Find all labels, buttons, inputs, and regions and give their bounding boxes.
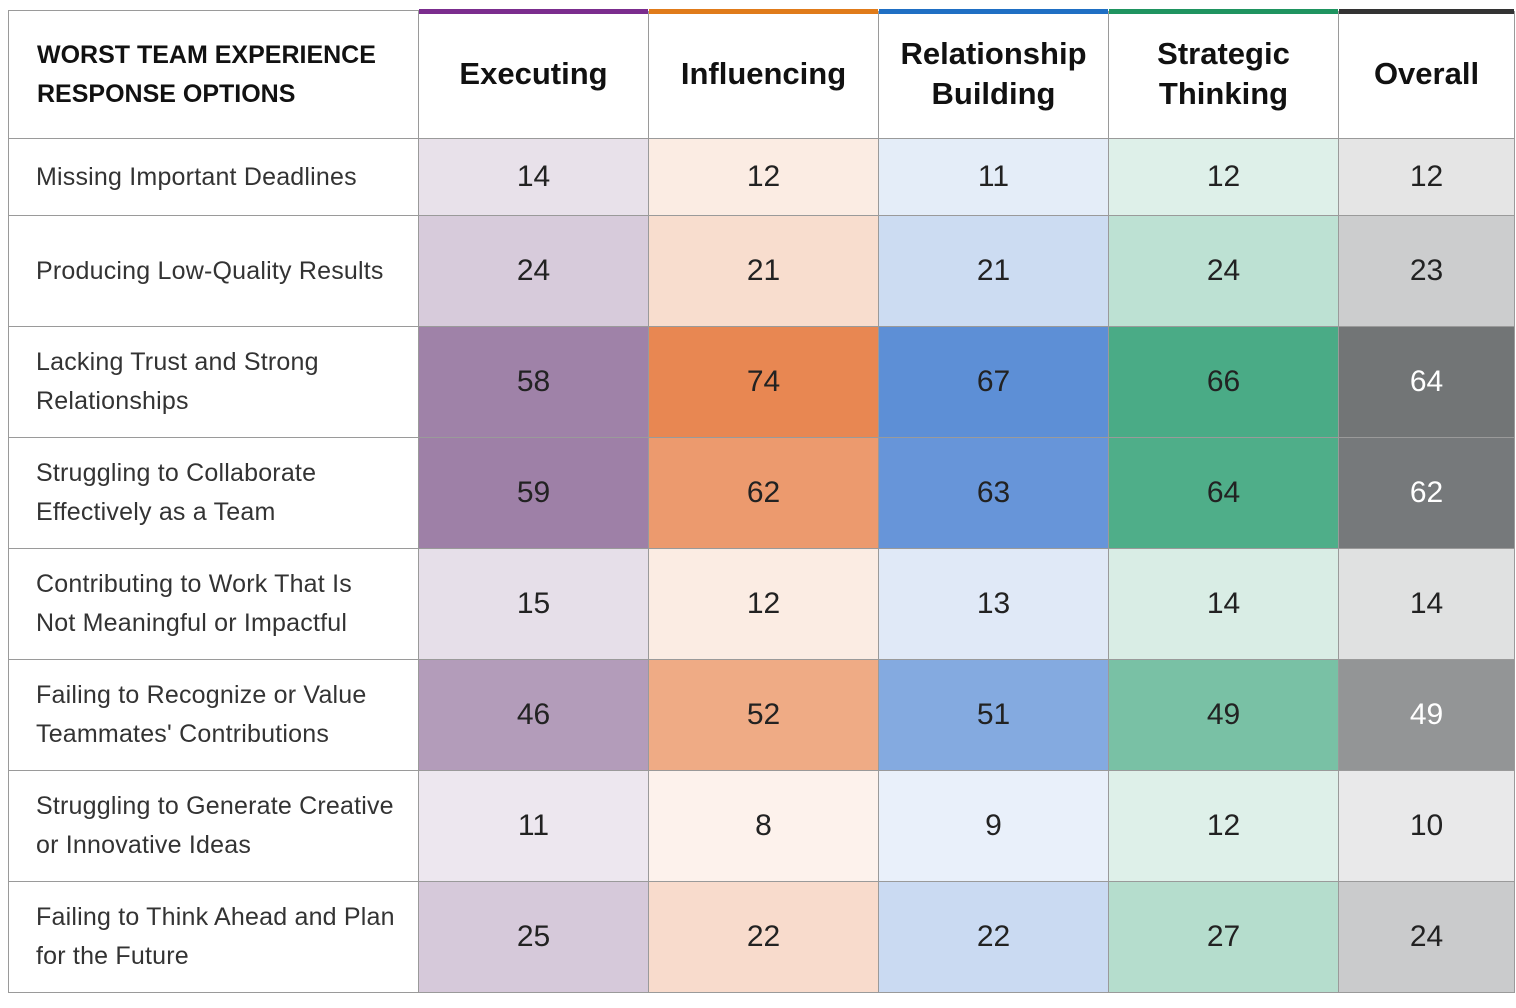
value-cell: 24 [1338,881,1515,993]
data-row: Failing to Think Ahead and Plan for the … [8,881,1515,993]
column-header: Overall [1338,8,1515,139]
column-header: Executing [418,8,649,139]
row-label: Struggling to Generate Creative or Innov… [8,770,419,882]
column-accent-bar [1109,8,1338,14]
value-cell: 49 [1108,659,1339,771]
value-cell: 9 [878,770,1109,882]
value-cell: 12 [648,548,879,660]
value-cell: 21 [648,215,879,327]
value-cell: 25 [418,881,649,993]
value-cell: 12 [648,138,879,216]
value-cell: 63 [878,437,1109,549]
value-cell: 51 [878,659,1109,771]
value-cell: 15 [418,548,649,660]
value-cell: 66 [1108,326,1339,438]
data-row: Failing to Recognize or Value Teammates'… [8,659,1515,771]
value-cell: 27 [1108,881,1339,993]
data-row: Lacking Trust and Strong Relationships 58… [8,326,1515,438]
row-label: Struggling to Collaborate Effectively as… [8,437,419,549]
value-cell: 64 [1338,326,1515,438]
header-row: WORST TEAM EXPERIENCE RESPONSE OPTIONS E… [8,8,1515,139]
column-header: Strategic Thinking [1108,8,1339,139]
data-row: Struggling to Generate Creative or Innov… [8,770,1515,882]
value-cell: 11 [878,138,1109,216]
value-cell: 10 [1338,770,1515,882]
data-row: Contributing to Work That Is Not Meaning… [8,548,1515,660]
value-cell: 64 [1108,437,1339,549]
value-cell: 13 [878,548,1109,660]
value-cell: 12 [1338,138,1515,216]
table-body: Missing Important Deadlines 14 12 11 12 12 Pro… [8,138,1515,993]
row-label: Failing to Think Ahead and Plan for the … [8,881,419,993]
data-row: Producing Low-Quality Results 24 21 21 24 23 [8,215,1515,327]
column-header: Influencing [648,8,879,139]
column-accent-bar [419,8,648,14]
value-cell: 74 [648,326,879,438]
value-cell: 62 [1338,437,1515,549]
row-label: Producing Low-Quality Results [8,215,419,327]
value-cell: 22 [878,881,1109,993]
value-cell: 24 [418,215,649,327]
value-cell: 14 [418,138,649,216]
table-container: WORST TEAM EXPERIENCE RESPONSE OPTIONS E… [8,8,1515,993]
heatmap-table: WORST TEAM EXPERIENCE RESPONSE OPTIONS E… [8,8,1515,993]
column-accent-bar [879,8,1108,14]
value-cell: 22 [648,881,879,993]
value-cell: 12 [1108,138,1339,216]
value-cell: 49 [1338,659,1515,771]
row-label: Failing to Recognize or Value Teammates'… [8,659,419,771]
value-cell: 11 [418,770,649,882]
value-cell: 8 [648,770,879,882]
value-cell: 24 [1108,215,1339,327]
row-label: Missing Important Deadlines [8,138,419,216]
value-cell: 62 [648,437,879,549]
value-cell: 23 [1338,215,1515,327]
value-cell: 59 [418,437,649,549]
row-label: Lacking Trust and Strong Relationships [8,326,419,438]
value-cell: 14 [1338,548,1515,660]
row-label: Contributing to Work That Is Not Meaning… [8,548,419,660]
value-cell: 52 [648,659,879,771]
value-cell: 14 [1108,548,1339,660]
value-cell: 21 [878,215,1109,327]
value-cell: 46 [418,659,649,771]
value-cell: 67 [878,326,1109,438]
data-row: Missing Important Deadlines 14 12 11 12 12 [8,138,1515,216]
value-cell: 58 [418,326,649,438]
header-title: WORST TEAM EXPERIENCE RESPONSE OPTIONS [8,10,419,139]
column-header: Relationship Building [878,8,1109,139]
column-accent-bar [649,8,878,14]
value-cell: 12 [1108,770,1339,882]
data-row: Struggling to Collaborate Effectively as… [8,437,1515,549]
column-accent-bar [1339,8,1514,14]
